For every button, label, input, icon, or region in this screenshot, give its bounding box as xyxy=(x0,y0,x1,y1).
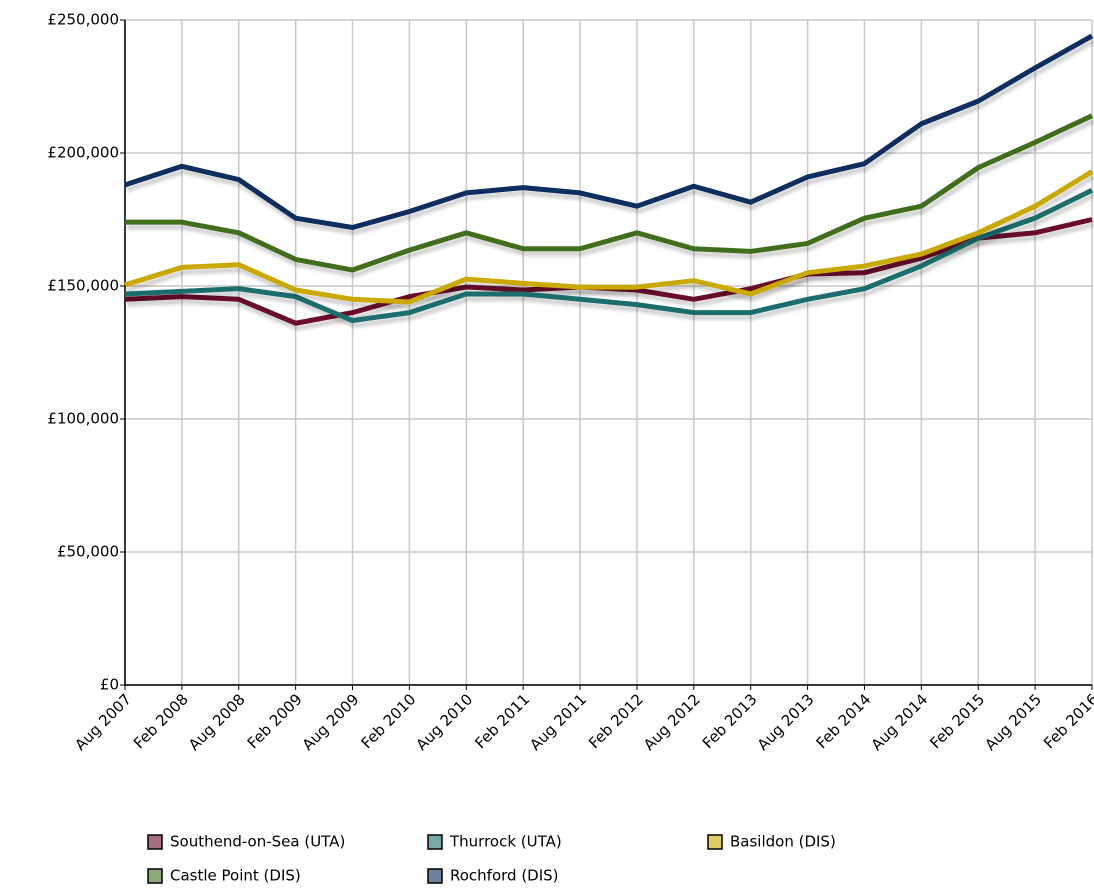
x-tick-label: Feb 2014 xyxy=(813,690,875,752)
y-tick-label: £150,000 xyxy=(47,277,119,295)
series-line xyxy=(124,217,1093,326)
y-tick-label: £50,000 xyxy=(57,543,119,561)
x-tick-label: Feb 2009 xyxy=(244,690,306,752)
legend-label: Southend-on-Sea (UTA) xyxy=(170,833,345,851)
y-tick-label: £0 xyxy=(100,676,119,694)
x-tick-label: Aug 2007 xyxy=(71,690,135,754)
legend-swatch xyxy=(427,834,443,850)
x-tick-label: Feb 2013 xyxy=(699,690,761,752)
x-tick-label: Aug 2015 xyxy=(981,690,1045,754)
legend-label: Castle Point (DIS) xyxy=(170,867,301,885)
x-tick-label: Feb 2012 xyxy=(585,690,647,752)
series-line xyxy=(124,187,1094,324)
legend-swatch xyxy=(147,868,163,884)
series-line xyxy=(124,33,1094,230)
x-tick-label: Aug 2012 xyxy=(640,690,704,754)
legend-swatch xyxy=(427,868,443,884)
y-tick-label: £100,000 xyxy=(47,410,119,428)
x-tick-label: Feb 2010 xyxy=(358,690,420,752)
x-tick-label: Feb 2015 xyxy=(926,690,988,752)
x-tick-label: Aug 2011 xyxy=(526,690,590,754)
x-tick-label: Aug 2009 xyxy=(299,690,363,754)
x-tick-label: Aug 2013 xyxy=(754,690,818,754)
legend-swatch xyxy=(707,834,723,850)
x-tick-label: Feb 2016 xyxy=(1040,690,1094,752)
y-tick-label: £200,000 xyxy=(47,144,119,162)
x-tick-label: Aug 2014 xyxy=(868,690,932,754)
legend-label: Thurrock (UTA) xyxy=(449,833,562,851)
x-tick-label: Aug 2008 xyxy=(185,690,249,754)
series-line xyxy=(124,169,1094,305)
x-tick-label: Feb 2008 xyxy=(130,690,192,752)
y-tick-label: £250,000 xyxy=(47,11,119,29)
series-line xyxy=(125,113,1094,273)
x-tick-label: Feb 2011 xyxy=(471,690,533,752)
legend-swatch xyxy=(147,834,163,850)
legend-label: Rochford (DIS) xyxy=(450,867,559,885)
legend-label: Basildon (DIS) xyxy=(730,833,836,851)
x-tick-label: Aug 2010 xyxy=(412,690,476,754)
